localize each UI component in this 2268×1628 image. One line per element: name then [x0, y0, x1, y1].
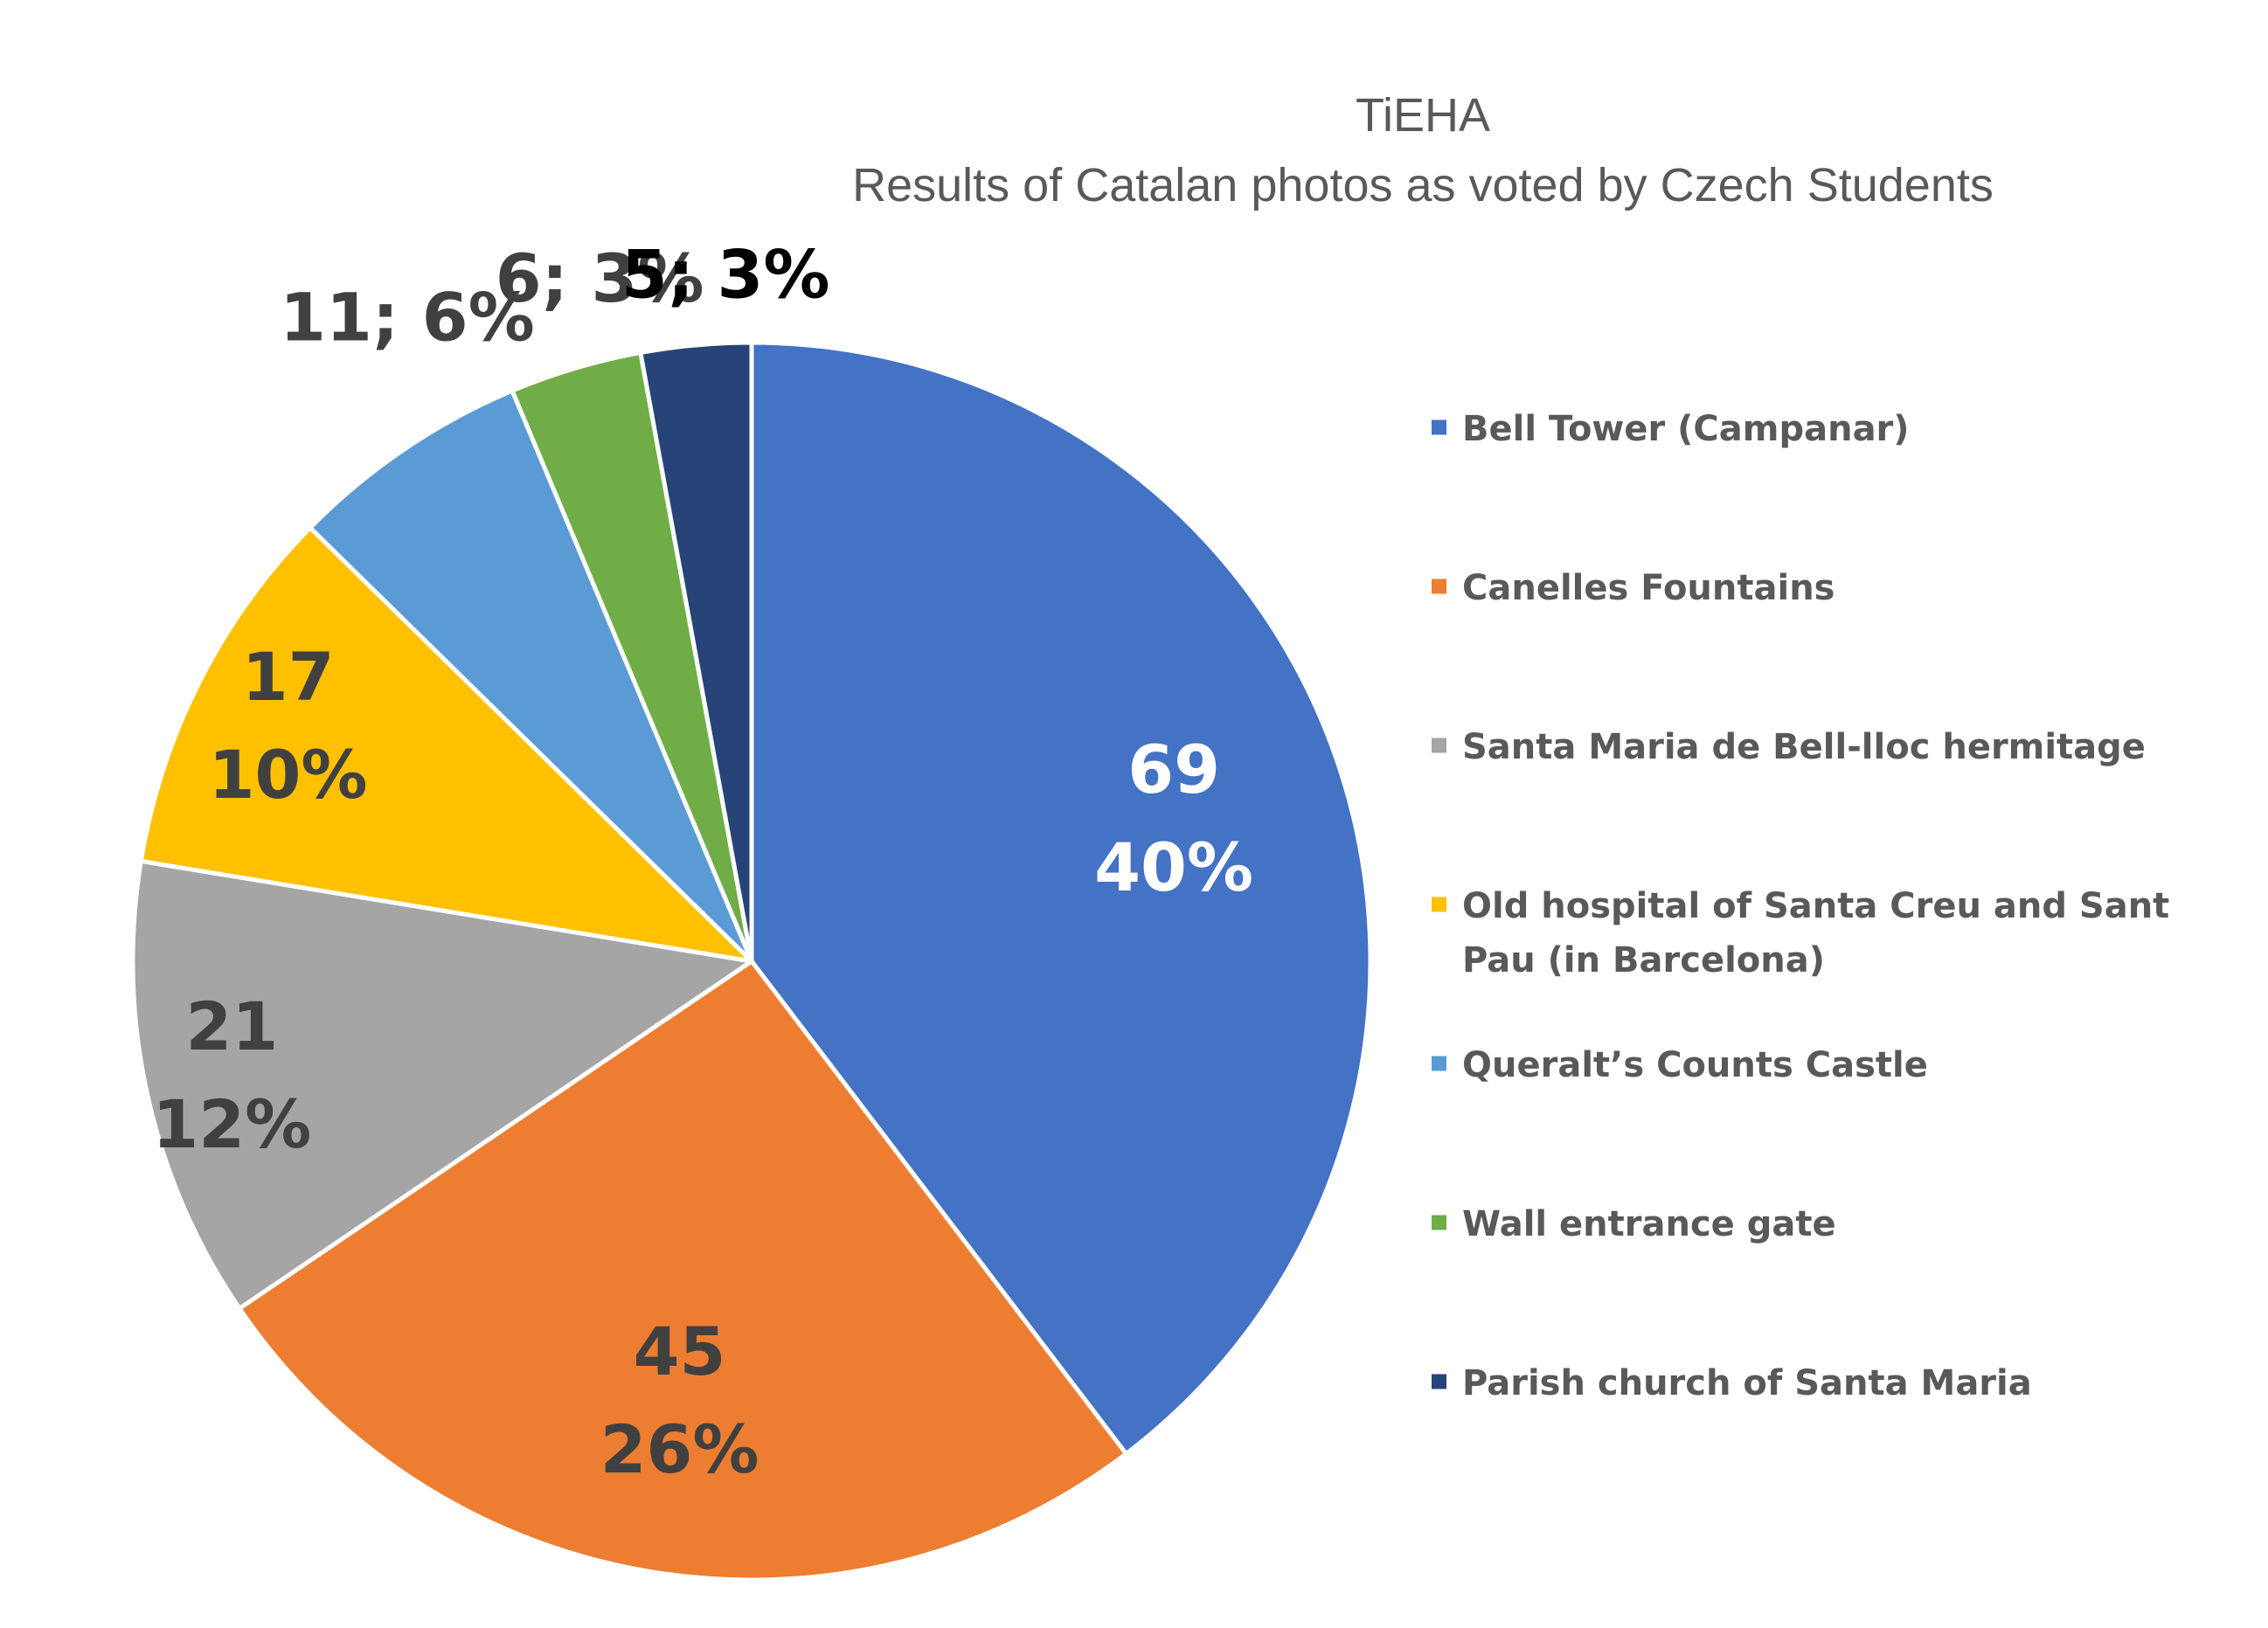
- legend-swatch: [1432, 419, 1446, 435]
- data-label-bell-tower-campanar: 69 40%: [1094, 731, 1253, 906]
- legend-label: Bell Tower (Campanar): [1462, 409, 1910, 449]
- legend-swatch: [1432, 1056, 1446, 1071]
- pie-slice-santa-maria-de-bell-lloc-hermitage: [130, 858, 754, 1311]
- legend-item-wall-entrance-gate: Wall entrance gate: [1432, 1204, 1836, 1244]
- legend-label: Canelles Fountains: [1462, 568, 1835, 608]
- chart-subtitle: Results of Catalan photos as voted by Cz…: [852, 159, 1994, 211]
- legend-item-bell-tower-campanar: Bell Tower (Campanar): [1432, 409, 1910, 449]
- data-label-old-hospital-of-santa-creu-and-sant-pau-in-barcelona: 17 10%: [209, 638, 368, 814]
- data-label-queralt-s-counts-castle: 11; 6%: [280, 278, 535, 356]
- legend-label: Old hospital of Santa Creu and Sant Pau (…: [1462, 886, 2169, 980]
- legend-swatch: [1432, 578, 1446, 594]
- legend-swatch: [1432, 1215, 1446, 1230]
- data-label-parish-church-of-santa-maria: 5; 3%: [621, 236, 830, 314]
- legend: Bell Tower (Campanar) Canelles Fountains S…: [1432, 409, 2169, 1403]
- chart-title: TiEHA: [1356, 89, 1490, 142]
- legend-swatch: [1432, 897, 1446, 912]
- legend-swatch: [1432, 1374, 1446, 1389]
- legend-label: Queralt’s Counts Castle: [1462, 1045, 1928, 1085]
- pie-slice-old-hospital-of-santa-creu-and-sant-pau-in-barcelona: [138, 525, 754, 964]
- pie-slices: [130, 340, 1373, 1583]
- pie-slice-parish-church-of-santa-maria: [638, 340, 754, 964]
- legend-label: Wall entrance gate: [1462, 1204, 1836, 1244]
- legend-label: Parish church of Santa Maria: [1462, 1363, 2032, 1403]
- legend-item-parish-church-of-santa-maria: Parish church of Santa Maria: [1432, 1363, 2032, 1403]
- legend-label: Santa Maria de Bell-lloc hermitage: [1462, 727, 2146, 767]
- data-label-wall-entrance-gate: 6; 3%: [496, 239, 704, 317]
- data-label-canelles-fountains: 45 26%: [600, 1313, 759, 1488]
- legend-item-queralt-s-counts-castle: Queralt’s Counts Castle: [1432, 1045, 1928, 1085]
- legend-item-old-hospital-of-santa-creu-and-sant-pau-in-barcelona: Old hospital of Santa Creu and Sant Pau (…: [1432, 886, 2169, 980]
- pie-slice-queralt-s-counts-castle: [308, 388, 754, 964]
- pie-slice-canelles-fountains: [237, 959, 1128, 1583]
- data-label-santa-maria-de-bell-lloc-hermitage: 21 12%: [152, 987, 311, 1163]
- legend-item-canelles-fountains: Canelles Fountains: [1432, 568, 1835, 608]
- legend-swatch: [1432, 738, 1446, 753]
- data-labels: 69 40% 45 26% 21 12% 17 10% 11; 6%6; 3%5; 3%: [152, 236, 1253, 1488]
- legend-item-santa-maria-de-bell-lloc-hermitage: Santa Maria de Bell-lloc hermitage: [1432, 727, 2146, 767]
- pie-slice-bell-tower-campanar: [749, 340, 1373, 1457]
